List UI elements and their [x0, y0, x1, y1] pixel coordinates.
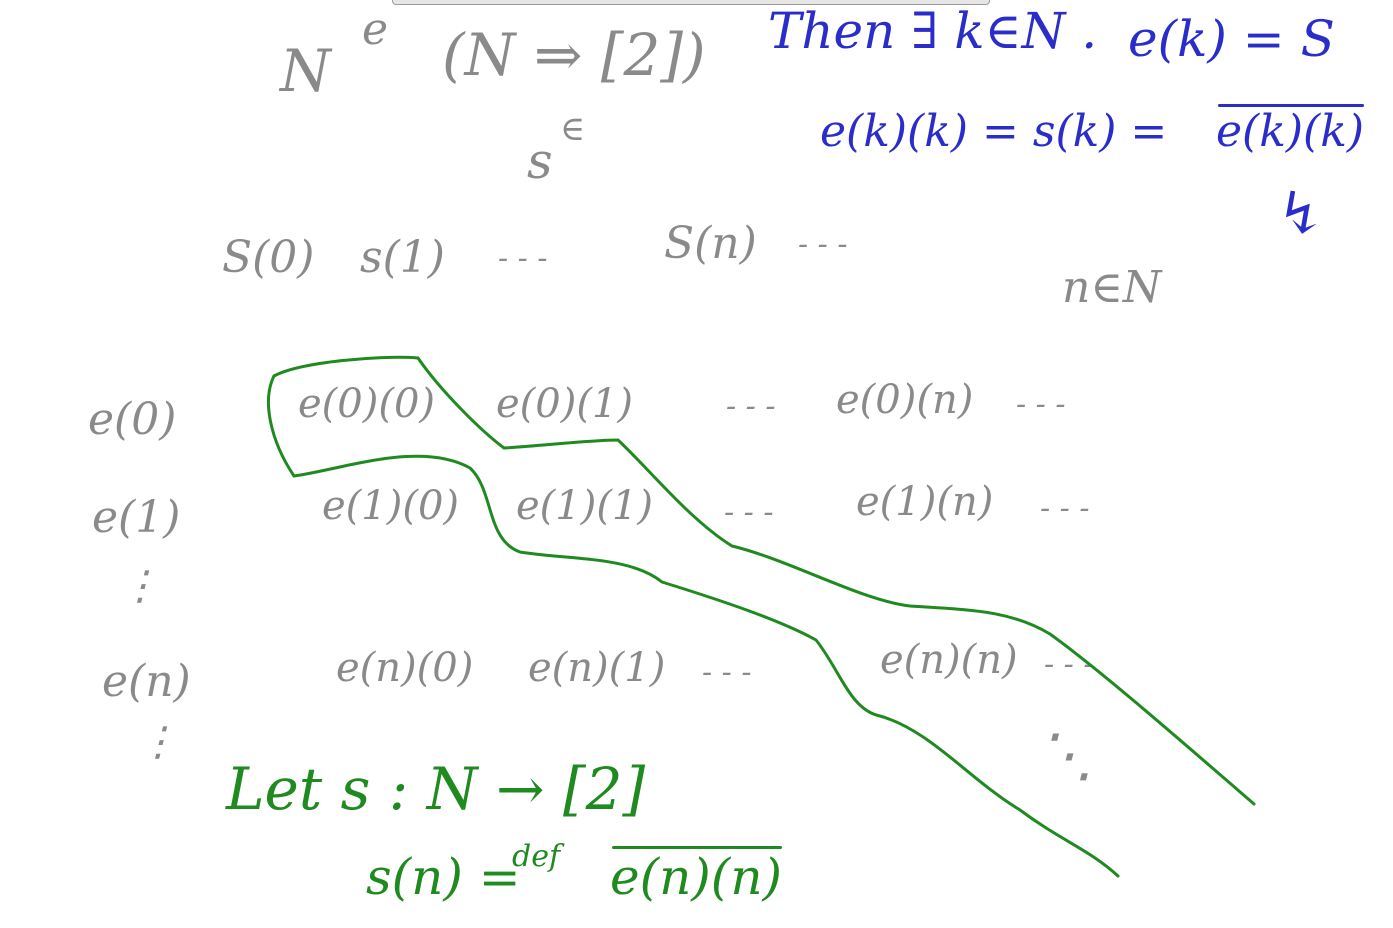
row0-dots-1: - - -	[726, 389, 776, 424]
seq-s0: S(0)	[222, 232, 315, 283]
seq-sn: S(n)	[664, 218, 757, 269]
def-negated: e(n)(n)	[610, 846, 783, 906]
row-label-vdots-2: ⋮	[138, 719, 178, 765]
row1-dots-1: - - -	[724, 495, 774, 530]
codomain: (N ⇒ [2])	[442, 21, 706, 89]
seq-dots-2: - - -	[798, 227, 848, 262]
def-s-of-n: s(n) =	[366, 848, 521, 906]
row1-dots-2: - - -	[1040, 491, 1090, 526]
cell-e1-0: e(1)(0)	[322, 483, 459, 529]
rown-dots-1: - - -	[702, 655, 752, 690]
seq-dots-1: - - -	[498, 241, 548, 276]
cell-en-n: e(n)(n)	[880, 637, 1018, 683]
row-label-e1: e(1)	[92, 492, 181, 543]
seq-s1: s(1)	[360, 232, 445, 283]
window-top-handle[interactable]	[392, 0, 990, 5]
domain-n: N	[280, 37, 331, 105]
rown-dots-2: - - -	[1044, 647, 1094, 682]
contradiction-icon: ↯	[1276, 179, 1325, 247]
claim-ek-eq-s: e(k) = S	[1128, 10, 1335, 68]
cell-e0-n: e(0)(n)	[836, 377, 974, 423]
def-negation-bar: e(n)(n)	[610, 846, 783, 906]
row0-dots-2: - - -	[1016, 387, 1066, 422]
def-def-mark: def	[512, 839, 561, 874]
arrow-label-e: e	[362, 4, 389, 55]
diagonal-dots: ⋱	[1036, 721, 1094, 789]
def-let-s: Let s : N → [2]	[226, 755, 646, 823]
n-in-n: n∈N	[1062, 262, 1162, 313]
claim-then-exists: Then ∃ k∈N .	[768, 2, 1098, 60]
cell-en-0: e(n)(0)	[336, 645, 474, 691]
cell-e1-1: e(1)(1)	[516, 483, 653, 529]
cell-e1-n: e(1)(n)	[856, 479, 994, 525]
row-label-vdots-1: ⋮	[120, 563, 160, 609]
negation-bar: e(k)(k)	[1216, 104, 1365, 157]
row-label-en: e(n)	[102, 656, 191, 707]
s-arrow: ∈	[560, 109, 586, 149]
s-element: s	[527, 132, 553, 190]
cell-e0-1: e(0)(1)	[496, 381, 633, 427]
cell-en-1: e(n)(1)	[528, 645, 666, 691]
claim-negated: e(k)(k)	[1216, 104, 1365, 157]
claim-chain: e(k)(k) = s(k) =	[820, 106, 1168, 157]
cell-e0-0: e(0)(0)	[298, 381, 435, 427]
row-label-e0: e(0)	[88, 394, 177, 445]
